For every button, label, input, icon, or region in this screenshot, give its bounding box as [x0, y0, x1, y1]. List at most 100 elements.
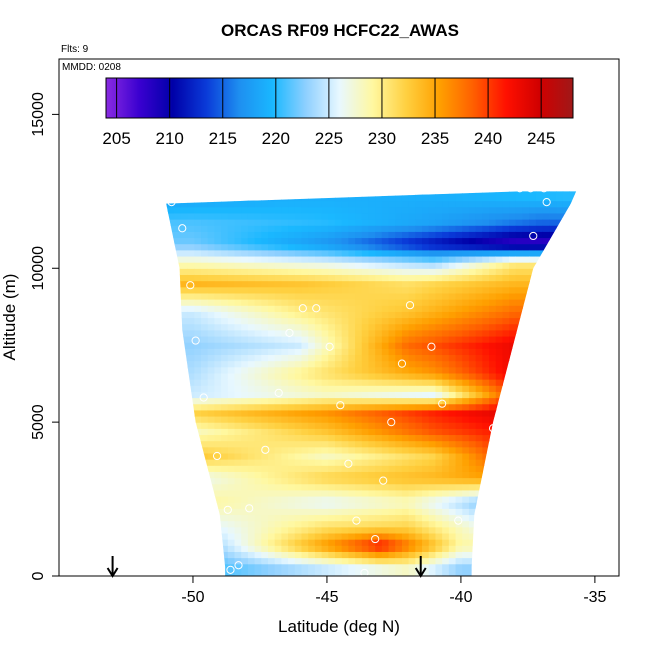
heatmap-cell [408, 323, 416, 331]
heatmap-cell [375, 434, 383, 442]
heatmap-cell [482, 452, 490, 460]
heatmap-cell [268, 397, 276, 405]
heatmap-cell [314, 403, 323, 411]
heatmap-cell [288, 446, 296, 454]
heatmap-cell [435, 225, 443, 232]
heatmap-cell [361, 249, 370, 257]
heatmap-cell [455, 379, 463, 386]
heatmap-cell [415, 526, 423, 534]
heatmap-cell [401, 200, 410, 208]
heatmap-cell [261, 305, 269, 312]
heatmap-cell [187, 342, 195, 349]
heatmap-cell [388, 249, 396, 257]
heatmap-cell [254, 360, 262, 368]
heatmap-cell [495, 194, 504, 202]
heatmap-cell [241, 323, 249, 331]
heatmap-cell [334, 323, 343, 331]
heatmap-cell [334, 366, 343, 374]
heatmap-cell [408, 200, 416, 208]
heatmap-cell [529, 231, 537, 239]
heatmap-cell [348, 286, 356, 294]
heatmap-cell [294, 317, 303, 325]
heatmap-cell [388, 299, 396, 306]
heatmap-cell [321, 274, 329, 282]
heatmap-cell [448, 194, 457, 202]
heatmap-cell [368, 397, 376, 405]
heatmap-cell [368, 268, 376, 276]
heatmap-cell [442, 422, 450, 429]
heatmap-cell [489, 323, 497, 331]
heatmap-cell [489, 385, 497, 392]
heatmap-cell [475, 360, 483, 368]
heatmap-cell [348, 219, 356, 226]
heatmap-cell [368, 342, 376, 349]
heatmap-cell [314, 317, 323, 325]
heatmap-cell [388, 237, 396, 245]
heatmap-cell [334, 212, 343, 220]
heatmap-cell [401, 428, 410, 436]
heatmap-cell [442, 532, 450, 540]
heatmap-cell [395, 206, 403, 214]
heatmap-cell [247, 409, 256, 417]
heatmap-cell [301, 212, 309, 220]
heatmap-cell [268, 508, 276, 516]
heatmap-cell [207, 262, 216, 269]
heatmap-cell [221, 329, 229, 337]
heatmap-cell [388, 219, 396, 226]
heatmap-cell [468, 471, 477, 479]
heatmap-cell [522, 231, 530, 239]
sample-point [325, 342, 334, 351]
heatmap-cell [314, 422, 323, 429]
heatmap-cell [468, 237, 477, 245]
heatmap-cell [482, 206, 490, 214]
heatmap-cell [268, 292, 276, 300]
heatmap-cell [489, 280, 497, 288]
heatmap-cell [201, 274, 209, 282]
heatmap-cell [361, 342, 370, 349]
heatmap-cell [388, 545, 396, 552]
heatmap-cell [274, 532, 282, 540]
heatmap-cell [428, 366, 437, 374]
heatmap-cell [301, 514, 309, 522]
heatmap-cell [214, 335, 222, 343]
colorbar-tick-label: 230 [368, 129, 396, 148]
heatmap-cell [395, 329, 403, 337]
heatmap-cell [234, 477, 242, 485]
heatmap-cell [428, 194, 437, 202]
heatmap-cell [455, 539, 463, 546]
heatmap-cell [334, 495, 343, 503]
heatmap-cell [401, 317, 410, 325]
heatmap-cell [381, 219, 390, 226]
heatmap-cell [509, 286, 517, 294]
heatmap-cell [381, 335, 390, 343]
heatmap-cell [368, 539, 376, 546]
heatmap-cell [201, 305, 209, 312]
heatmap-cell [415, 403, 423, 411]
heatmap-cell [468, 299, 477, 306]
heatmap-cell [207, 206, 216, 214]
heatmap-cell [428, 323, 437, 331]
heatmap-cell [214, 305, 222, 312]
heatmap-cell [415, 219, 423, 226]
heatmap-cell [227, 471, 236, 479]
heatmap-cell [254, 391, 262, 399]
heatmap-cell [422, 403, 430, 411]
heatmap-cell [241, 206, 249, 214]
heatmap-cell [294, 409, 303, 417]
heatmap-cell [381, 495, 390, 503]
heatmap-cell [348, 385, 356, 392]
heatmap-cell [381, 446, 390, 454]
heatmap-cell [261, 489, 269, 497]
heatmap-cell [227, 225, 236, 232]
heatmap-cell [254, 508, 262, 516]
heatmap-cell [489, 286, 497, 294]
heatmap-cell [489, 200, 497, 208]
colorbar-tick-label: 215 [209, 129, 237, 148]
heatmap-cell [268, 342, 276, 349]
heatmap-cell [462, 286, 470, 294]
heatmap-cell [482, 231, 490, 239]
heatmap-cell [308, 446, 316, 454]
heatmap-cell [502, 360, 510, 368]
heatmap-cell [254, 385, 262, 392]
heatmap-cell [448, 335, 457, 343]
